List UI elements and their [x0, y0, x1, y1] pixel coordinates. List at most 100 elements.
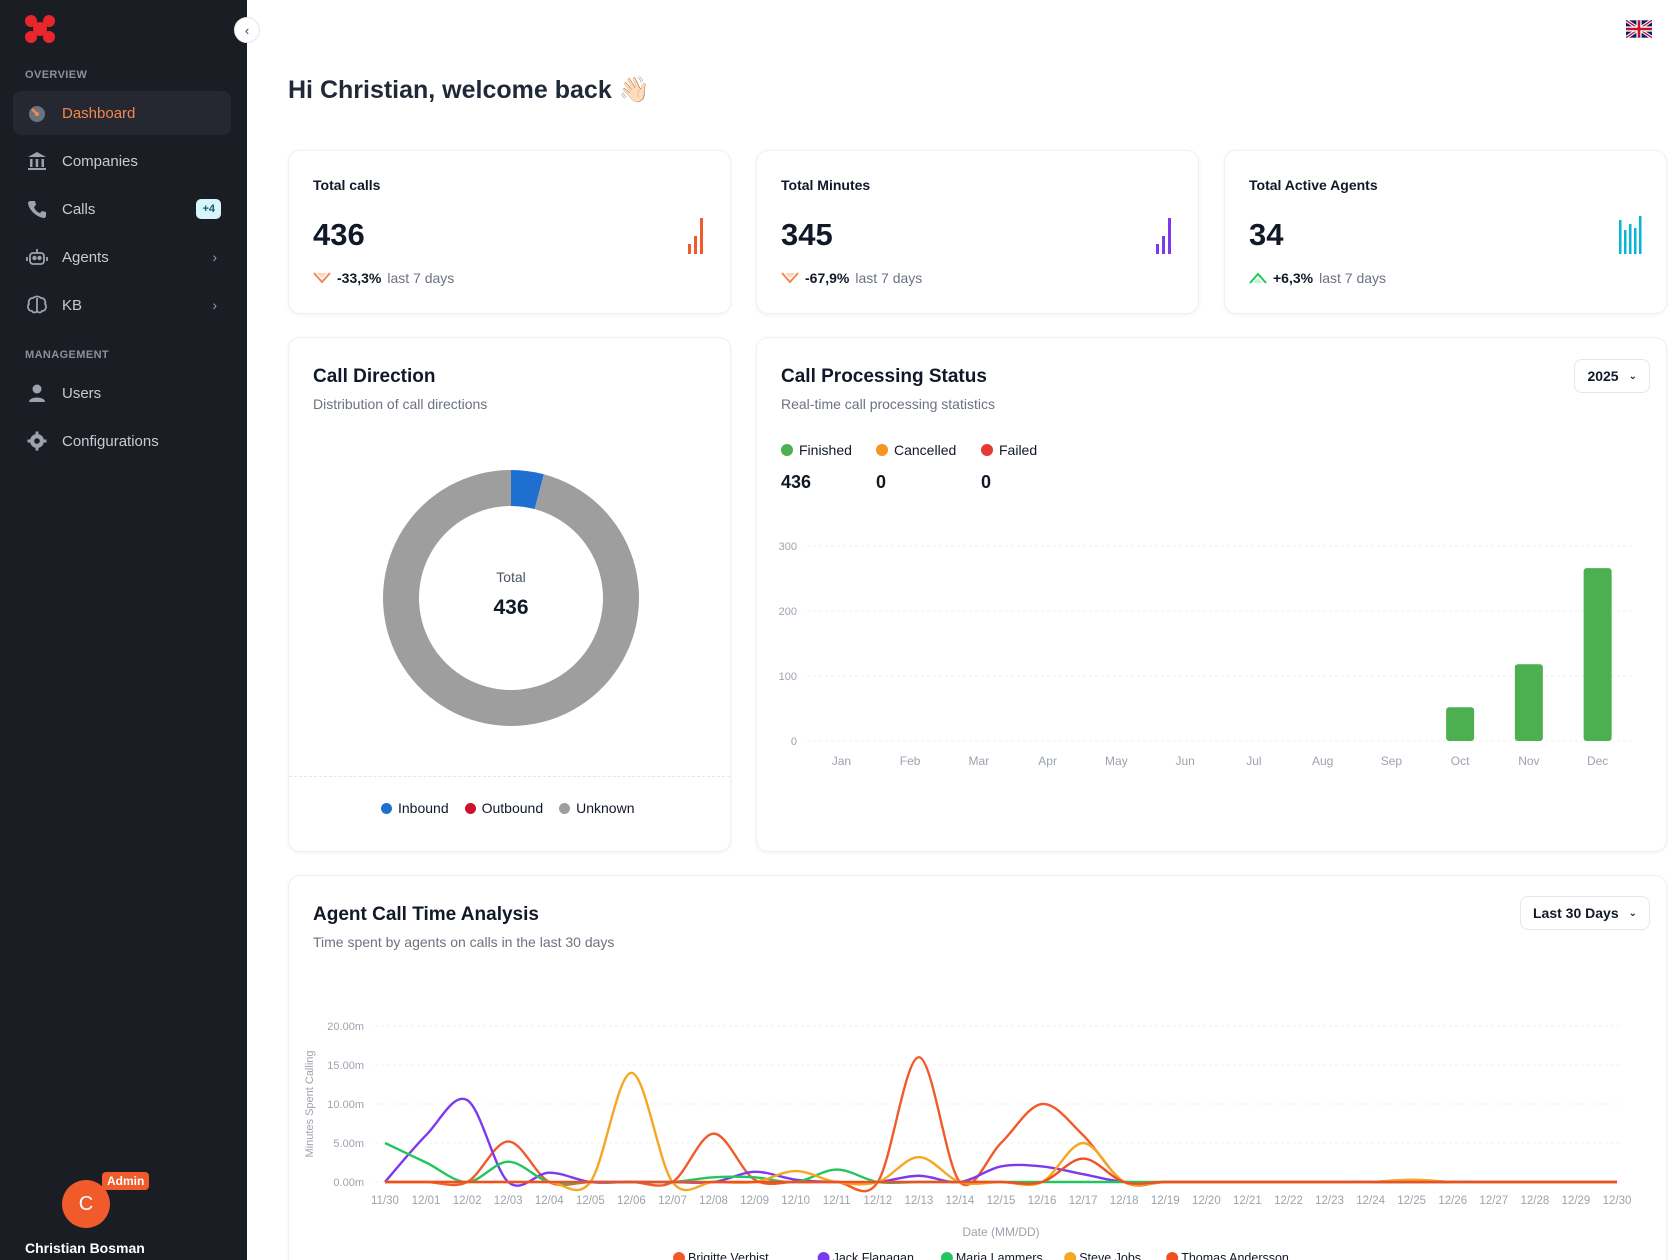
card-title: Call Processing Status: [781, 366, 987, 387]
trend-up-icon: [1249, 272, 1267, 284]
chevron-down-icon: ⌄: [1628, 370, 1637, 382]
x-tick-label: 12/07: [658, 1195, 687, 1207]
stat-value: 436: [313, 217, 365, 252]
gear-icon: [26, 430, 48, 452]
x-tick-label: 12/17: [1069, 1195, 1098, 1207]
legend-item-maria-lammers[interactable]: Maria Lammers: [940, 1251, 1043, 1260]
y-tick-label: 300: [779, 541, 797, 553]
trend-down-icon: [313, 272, 331, 284]
series-line-brigitte-verbist: [384, 1055, 1617, 1193]
x-axis-label: Date (MM/DD): [962, 1225, 1039, 1239]
bar-oct: [1446, 707, 1475, 741]
x-tick-label: 12/12: [863, 1195, 892, 1207]
x-tick-label: 12/20: [1192, 1195, 1221, 1207]
x-tick-label: 12/04: [535, 1195, 564, 1207]
sidebar-item-kb[interactable]: KB ›: [13, 283, 231, 327]
y-tick-label: 10.00m: [327, 1099, 364, 1111]
x-tick-label: May: [1105, 754, 1128, 768]
user-icon: [26, 382, 48, 404]
card-title: Call Direction: [313, 366, 436, 387]
x-tick-label: Jul: [1246, 754, 1261, 768]
monthly-calls-bar-chart: 0 100 200 300 Jan Feb Mar Apr May Jun Jul Aug Sep Oct…: [779, 541, 1632, 768]
legend-item-jack-flanagan[interactable]: Jack Flanagan: [817, 1251, 914, 1260]
chevron-right-icon: ›: [212, 249, 217, 265]
x-tick-label: Jun: [1175, 754, 1194, 768]
donut-slice-inbound: [511, 470, 544, 510]
collapse-sidebar-button[interactable]: ‹: [234, 17, 260, 43]
stat-value: 34: [1249, 217, 1284, 252]
range-select[interactable]: Last 30 Days ⌄: [1520, 896, 1650, 930]
brand-logo[interactable]: [24, 14, 56, 44]
sidebar-item-configurations[interactable]: Configurations: [13, 419, 231, 463]
x-tick-label: Sep: [1381, 754, 1403, 768]
card-title: Agent Call Time Analysis: [313, 904, 539, 925]
sidebar-item-label: Companies: [62, 152, 138, 170]
x-tick-label: 12/27: [1479, 1195, 1508, 1207]
chevron-right-icon: ›: [212, 297, 217, 313]
x-tick-label: 12/25: [1397, 1195, 1426, 1207]
stat-change-period: last 7 days: [1319, 270, 1387, 286]
legend-item-unknown[interactable]: Unknown: [559, 800, 634, 816]
x-tick-label: Aug: [1312, 754, 1333, 768]
speedometer-icon: [26, 102, 48, 124]
y-tick-label: 5.00m: [333, 1138, 364, 1150]
year-select[interactable]: 2025 ⌄: [1574, 359, 1650, 393]
stat-change: -67,9% last 7 days: [781, 270, 922, 286]
x-tick-label: Nov: [1518, 754, 1539, 768]
robot-icon: [26, 246, 48, 268]
legend-item-outbound[interactable]: Outbound: [464, 800, 543, 816]
status-cancelled-value: 0: [876, 472, 887, 492]
legend-dot: [673, 1252, 685, 1260]
status-failed-value: 0: [981, 472, 992, 492]
x-tick-label: 12/08: [699, 1195, 728, 1207]
bar-nov: [1514, 664, 1543, 741]
sidebar-item-dashboard[interactable]: Dashboard: [13, 91, 231, 135]
stat-card-total-minutes: Total Minutes 345 -67,9% last 7 days: [756, 150, 1199, 314]
y-tick-label: 15.00m: [327, 1060, 364, 1072]
sidebar-item-companies[interactable]: Companies: [13, 139, 231, 183]
section-label-overview: OVERVIEW: [25, 69, 88, 81]
status-cancelled: Cancelled: [876, 442, 956, 458]
stat-title: Total calls: [313, 177, 381, 193]
stat-card-active-agents: Total Active Agents 34 +6,3% last 7 days: [1224, 150, 1667, 314]
x-tick-label: Mar: [969, 754, 990, 768]
call-processing-card: Call Processing Status Real-time call pr…: [756, 337, 1667, 852]
x-tick-label: 12/01: [412, 1195, 441, 1207]
legend-label: Steve Jobs: [1079, 1251, 1141, 1260]
sidebar-item-label: KB: [62, 296, 83, 314]
stat-value: 345: [781, 217, 833, 252]
sidebar-item-calls[interactable]: Calls +4: [13, 187, 231, 231]
legend-item-steve-jobs[interactable]: Steve Jobs: [1064, 1251, 1141, 1260]
stat-change-period: last 7 days: [387, 270, 455, 286]
sidebar-item-label: Dashboard: [62, 104, 136, 122]
x-tick-label: Apr: [1038, 754, 1057, 768]
stat-title: Total Active Agents: [1249, 177, 1378, 193]
x-tick-label: 12/09: [740, 1195, 769, 1207]
x-tick-label: 12/30: [1603, 1195, 1632, 1207]
y-tick-label: 100: [779, 671, 797, 683]
sidebar: OVERVIEW Dashboard Companies Calls +4 Ag…: [0, 0, 247, 1260]
stat-change-value: -33,3%: [337, 270, 382, 286]
x-tick-label: 12/26: [1438, 1195, 1467, 1207]
stat-change-value: +6,3%: [1273, 270, 1314, 286]
x-tick-label: 12/03: [494, 1195, 523, 1207]
uk-flag-icon[interactable]: [1626, 19, 1652, 39]
x-tick-label: 12/16: [1028, 1195, 1057, 1207]
donut-legend: Inbound Outbound Unknown: [381, 800, 634, 816]
y-tick-label: 200: [779, 606, 797, 618]
x-tick-label: 12/18: [1110, 1195, 1139, 1207]
sidebar-item-agents[interactable]: Agents ›: [13, 235, 231, 279]
x-tick-label: 12/22: [1274, 1195, 1303, 1207]
divider: [289, 776, 730, 777]
sidebar-item-label: Agents: [62, 248, 109, 266]
x-tick-label: 12/19: [1151, 1195, 1180, 1207]
legend-label: Thomas Andersson: [1181, 1251, 1289, 1260]
sidebar-item-users[interactable]: Users: [13, 371, 231, 415]
legend-item-brigitte-verbist[interactable]: Brigitte Verbist: [673, 1251, 769, 1260]
bar-chart-icon: [1619, 216, 1642, 254]
x-tick-label: 12/28: [1520, 1195, 1549, 1207]
x-tick-label: 12/10: [781, 1195, 810, 1207]
legend-item-inbound[interactable]: Inbound: [381, 800, 449, 816]
section-label-management: MANAGEMENT: [25, 349, 110, 361]
legend-item-thomas-andersson[interactable]: Thomas Andersson: [1166, 1251, 1289, 1260]
